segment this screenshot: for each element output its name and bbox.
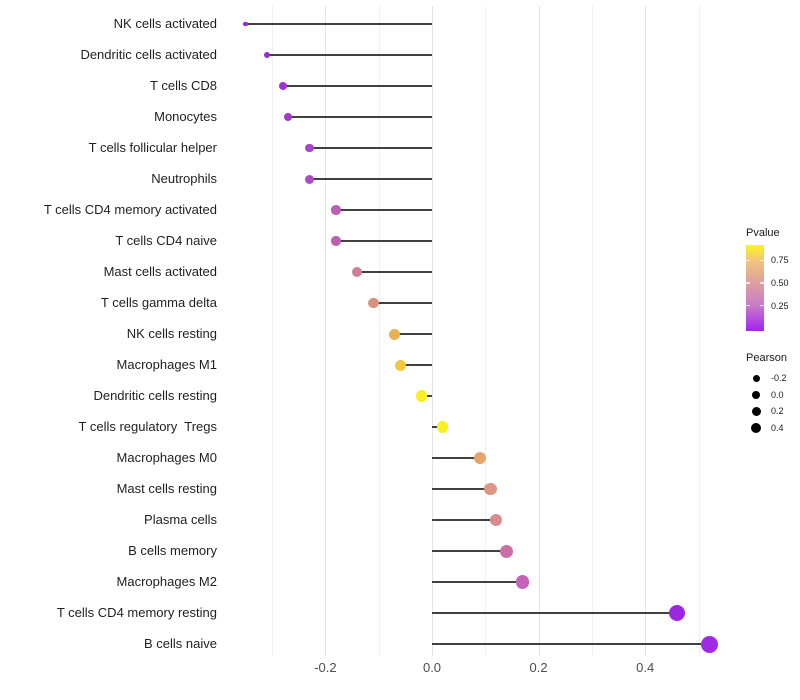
lollipop-stem [309, 178, 432, 180]
size-legend-label: -0.2 [771, 373, 787, 383]
category-label: Dendritic cells activated [80, 47, 217, 62]
category-label: Macrophages M2 [116, 574, 217, 589]
lollipop-stem [282, 85, 432, 87]
category-label: T cells CD4 memory activated [43, 202, 217, 217]
size-legend-dot [751, 422, 761, 433]
minor-gridline [272, 6, 274, 656]
minor-gridline [698, 6, 700, 656]
major-gridline [325, 6, 327, 656]
lollipop-stem [245, 23, 432, 25]
major-gridline [432, 6, 433, 656]
x-tick-label: 0.4 [636, 660, 655, 675]
x-tick-label: -0.2 [314, 660, 337, 675]
lollipop-dot [484, 482, 497, 496]
colorbar-tick [746, 282, 750, 284]
lollipop-dot [304, 174, 314, 184]
lollipop-dot [331, 236, 341, 246]
lollipop-dot [284, 113, 293, 121]
category-label: Macrophages M0 [116, 450, 217, 465]
lollipop-dot [368, 297, 379, 309]
category-label: Plasma cells [144, 512, 217, 527]
category-label: T cells CD4 memory resting [56, 605, 217, 620]
lollipop-dot [489, 513, 503, 527]
category-label: Macrophages M1 [116, 357, 217, 372]
pvalue-legend-title: Pvalue [746, 227, 780, 239]
lollipop-dot [389, 328, 401, 340]
colorbar-label: 0.25 [771, 300, 789, 311]
category-label: T cells CD8 [150, 78, 217, 93]
lollipop-stem [336, 209, 432, 211]
category-label: B cells memory [128, 543, 217, 558]
size-legend-label: 0.0 [771, 389, 784, 400]
lollipop-dot [415, 390, 428, 402]
lollipop-stem [432, 581, 523, 583]
size-legend-dot [751, 406, 761, 416]
category-label: T cells regulatory Tregs [78, 419, 217, 434]
lollipop-stem [266, 54, 432, 56]
size-legend-label: 0.2 [771, 406, 784, 416]
category-label: Monocytes [154, 109, 217, 124]
colorbar-tick [746, 304, 750, 307]
colorbar-label: 0.75 [771, 255, 789, 266]
minor-gridline [378, 6, 380, 656]
size-legend-dot [752, 374, 760, 382]
lollipop-stem [432, 457, 480, 459]
lollipop-stem [394, 333, 432, 335]
colorbar-label: 0.50 [771, 277, 789, 288]
category-label: Dendritic cells resting [93, 388, 217, 403]
category-label: T cells gamma delta [100, 295, 217, 310]
lollipop-stem [432, 612, 678, 614]
colorbar-tick [760, 259, 764, 262]
lollipop-dot [394, 359, 406, 371]
lollipop-stem [432, 550, 507, 552]
x-tick-label: 0.0 [422, 660, 442, 675]
lollipop-dot [515, 575, 530, 589]
lollipop-dot [305, 143, 314, 153]
minor-gridline [485, 6, 487, 656]
x-tick-label: 0.2 [529, 660, 548, 675]
size-legend-dot [752, 390, 760, 399]
lollipop-dot [263, 51, 271, 59]
lollipop-dot [243, 21, 248, 27]
lollipop-dot [436, 421, 449, 433]
lollipop-dot [473, 452, 486, 464]
pearson-legend-title: Pearson [746, 352, 787, 364]
lollipop-stem [373, 302, 432, 304]
lollipop-dot [700, 635, 718, 653]
category-label: Mast cells resting [116, 481, 217, 496]
lollipop-dot [500, 544, 514, 558]
lollipop-stem [357, 271, 432, 273]
category-label: T cells CD4 naive [115, 233, 217, 248]
category-label: Neutrophils [151, 171, 217, 186]
colorbar-tick [760, 282, 764, 284]
lollipop-stem [400, 364, 432, 366]
category-label: NK cells activated [113, 16, 217, 31]
colorbar-tick [746, 259, 750, 262]
major-gridline [538, 6, 540, 656]
minor-gridline [591, 6, 593, 656]
category-label: T cells follicular helper [88, 140, 217, 155]
lollipop-stem [309, 147, 432, 149]
lollipop-dot [331, 205, 341, 215]
lollipop-stem [432, 488, 491, 490]
size-legend-label: 0.4 [771, 422, 784, 433]
lollipop-stem [432, 519, 496, 521]
lollipop-dot [352, 267, 363, 277]
lollipop-stem [288, 116, 432, 118]
lollipop-dot [278, 82, 287, 90]
major-gridline [645, 6, 647, 656]
lollipop-dot [669, 605, 686, 621]
pvalue-colorbar [746, 245, 764, 331]
lollipop-stem [336, 240, 432, 242]
colorbar-tick [760, 304, 764, 307]
category-label: B cells naive [144, 636, 217, 651]
lollipop-stem [432, 643, 710, 645]
category-label: NK cells resting [126, 326, 217, 341]
category-label: Mast cells activated [103, 264, 217, 279]
